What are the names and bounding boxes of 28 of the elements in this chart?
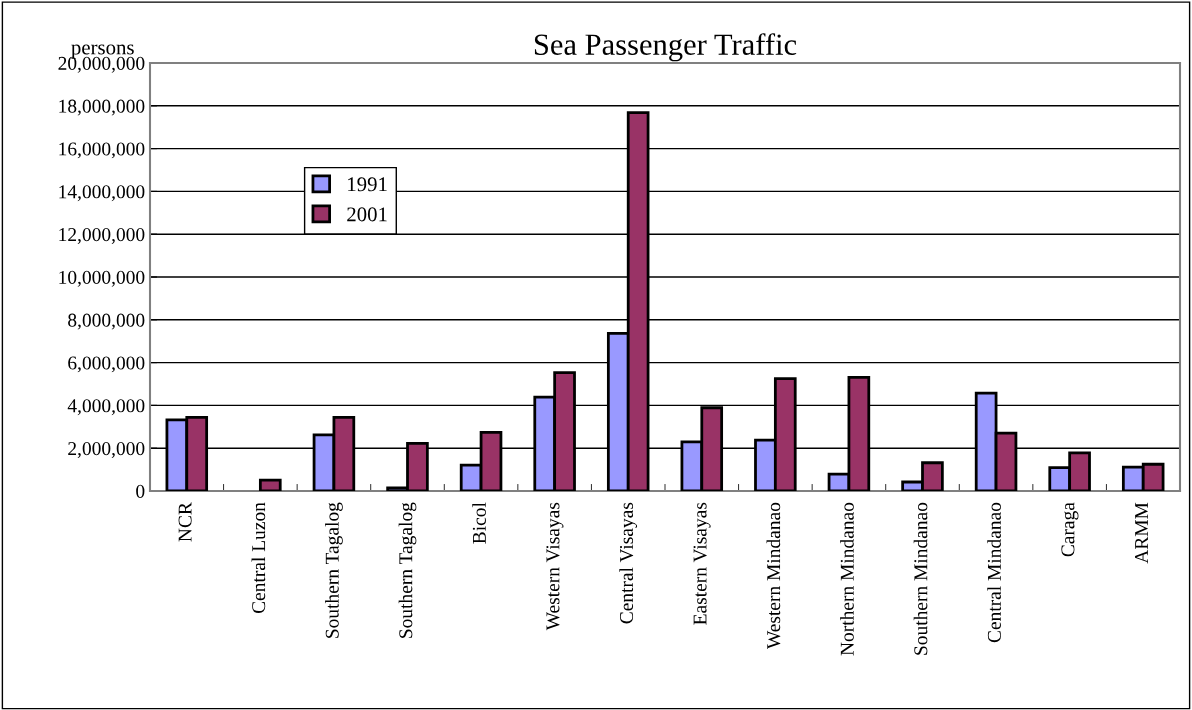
x-tick-label: Southern Tagalog xyxy=(325,502,343,638)
legend-label: 1991 xyxy=(348,177,387,192)
y-tick-label: 16,000,000 xyxy=(59,142,145,159)
x-tick-label: Central Luzon xyxy=(251,502,266,614)
x-tick-label: ARMM xyxy=(1135,502,1148,564)
y-tick-label: 6,000,000 xyxy=(68,356,145,373)
x-tick-label: Caraga xyxy=(1061,502,1079,557)
y-tick-label: 10,000,000 xyxy=(59,270,145,287)
x-tick-label: Southern Tagalog xyxy=(398,502,417,638)
x-tick-label: Southern Mindanao xyxy=(913,502,928,655)
x-tick-label: Central Visayas xyxy=(619,502,638,624)
x-tick-label: Western Mindanao xyxy=(766,502,781,650)
y-tick-label: 4,000,000 xyxy=(67,399,145,416)
x-tick-label: Central Mindanao xyxy=(987,502,1001,643)
y-tick-label: 14,000,000 xyxy=(59,185,145,202)
bar xyxy=(258,478,282,491)
y-tick-label: 12,000,000 xyxy=(59,228,145,244)
legend-label: 2001 xyxy=(347,207,387,222)
y-tick-label: 0 xyxy=(136,484,145,498)
chart-title: Sea Passenger Traffic xyxy=(534,33,797,62)
x-tick-label: Northern Mindanao xyxy=(840,502,854,656)
y-tick-label: 2,000,000 xyxy=(68,442,145,458)
y-tick-label: 18,000,000 xyxy=(59,99,145,116)
x-tick-label: Western Visayas xyxy=(546,502,564,631)
x-tick-label: Bicol xyxy=(472,502,486,544)
y-tick-label: 8,000,000 xyxy=(68,313,145,330)
x-tick-label: NCR xyxy=(178,502,192,542)
x-tick-label: Eastern Visayas xyxy=(693,502,711,625)
